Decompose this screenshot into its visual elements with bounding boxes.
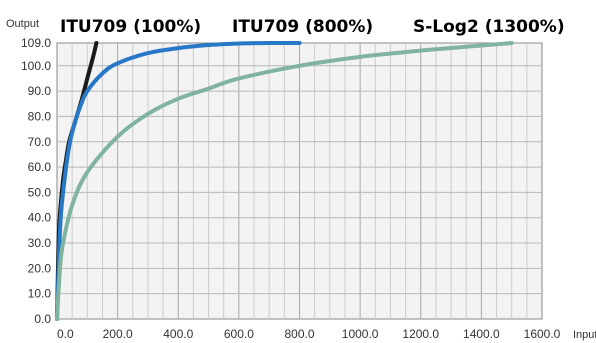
y-tick-label: 20.0 — [28, 261, 52, 275]
y-tick-label: 0.0 — [34, 312, 51, 326]
series-lines — [55, 40, 514, 321]
y-tick-label: 40.0 — [28, 211, 52, 225]
y-tick-label: 50.0 — [28, 185, 52, 199]
y-axis-ticks: 0.0 10.0 20.0 30.0 40.0 50.0 60.0 70.0 80.0 90.0 1… — [21, 36, 51, 326]
x-tick-label: 0.0 — [57, 327, 74, 341]
x-tick-label: 800.0 — [284, 327, 314, 341]
series-line-2 — [55, 41, 514, 321]
series-label-slog2-1300: S-Log2 (1300%) — [413, 17, 565, 37]
y-axis-title: Output — [6, 18, 39, 30]
x-tick-label: 200.0 — [103, 327, 133, 341]
x-tick-label: 1600.0 — [524, 327, 561, 341]
x-tick-label: 1200.0 — [402, 327, 439, 341]
y-tick-label: 109.0 — [21, 36, 51, 50]
series-line-1 — [55, 40, 302, 321]
y-tick-label: 60.0 — [28, 160, 52, 174]
y-tick-label: 70.0 — [28, 135, 52, 149]
series-label-itu709-800: ITU709 (800%) — [232, 17, 373, 37]
y-tick-label: 80.0 — [28, 109, 52, 123]
y-tick-label: 30.0 — [28, 236, 52, 250]
y-tick-label: 90.0 — [28, 84, 52, 98]
x-axis-title: Input — [573, 329, 596, 341]
x-axis-ticks: 0.0 200.0 400.0 600.0 800.0 1000.0 1200.0 1400.… — [57, 327, 561, 341]
x-tick-label: 400.0 — [163, 327, 193, 341]
series-label-itu709-100: ITU709 (100%) — [60, 17, 201, 37]
x-tick-label: 1400.0 — [463, 327, 500, 341]
x-tick-label: 1000.0 — [342, 327, 379, 341]
x-tick-label: 600.0 — [224, 327, 254, 341]
y-tick-label: 100.0 — [21, 59, 51, 73]
y-tick-label: 10.0 — [28, 287, 52, 301]
